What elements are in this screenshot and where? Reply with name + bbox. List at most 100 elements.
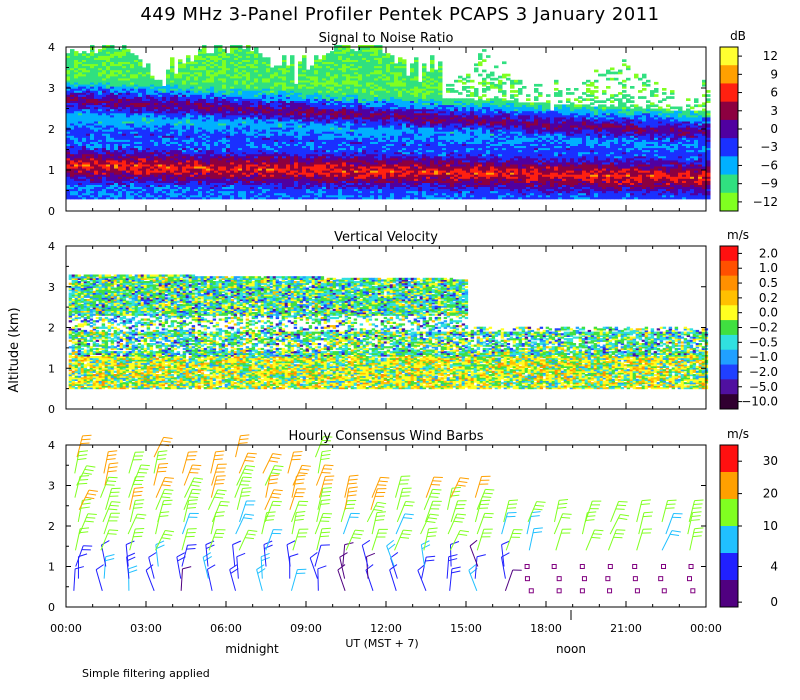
y-tick-label: 1 xyxy=(48,164,55,177)
colorbar-swatch xyxy=(720,445,738,473)
wind-barb xyxy=(291,570,297,591)
colorbar-label: −2.0 xyxy=(749,365,778,379)
wind-barb xyxy=(345,488,349,510)
calm-marker xyxy=(608,589,612,593)
calm-marker xyxy=(659,577,663,581)
wind-barb xyxy=(130,529,136,550)
y-tick-label: 2 xyxy=(48,322,55,335)
snr-plot xyxy=(66,45,711,199)
colorbar-label: −0.2 xyxy=(749,321,778,335)
wind-barb xyxy=(372,529,379,550)
wind-barb xyxy=(236,514,245,534)
calm-marker xyxy=(662,565,666,569)
colorbar-swatch xyxy=(720,120,738,139)
footnote: Simple filtering applied xyxy=(82,667,210,680)
wind-barb xyxy=(209,530,216,551)
wind-barb xyxy=(181,569,182,591)
colorbar-swatch xyxy=(720,175,738,194)
wind-barb xyxy=(318,452,322,474)
calm-marker xyxy=(633,577,637,581)
colorbar-label: −5.0 xyxy=(749,380,778,394)
colorbar-swatch xyxy=(720,156,738,175)
calm-marker xyxy=(557,577,561,581)
calm-marker xyxy=(580,589,584,593)
wind-barb xyxy=(156,478,165,498)
colorbar-swatch xyxy=(720,261,738,276)
wind-barb xyxy=(556,529,562,550)
wind-barb xyxy=(529,529,534,551)
colorbar-2: m/s2.01.00.50.20.0−0.2−0.5−1.0−2.0−5.0−1… xyxy=(720,228,778,410)
wind-barb xyxy=(477,489,485,509)
wind-barb xyxy=(184,465,192,485)
wind-barb xyxy=(637,501,642,522)
wind-barb xyxy=(450,569,452,591)
colorbar-swatch xyxy=(720,580,738,608)
wind-barb xyxy=(448,488,453,510)
colorbar-label: −1.0 xyxy=(749,350,778,364)
profiler-figure: Signal to Noise Ratio01234Vertical Veloc… xyxy=(0,0,800,700)
wind-barb xyxy=(76,546,83,567)
wind-barb xyxy=(447,557,449,579)
y-tick-label: 4 xyxy=(48,240,55,253)
x-tick-label: 00:00 xyxy=(690,622,722,635)
wind-barb xyxy=(346,530,355,550)
x-tick-label: 12:00 xyxy=(370,622,402,635)
y-tick-label: 0 xyxy=(48,205,55,218)
wind-barb xyxy=(662,501,668,522)
calm-marker xyxy=(606,577,610,581)
wind-barb xyxy=(585,501,592,522)
colorbar-swatch xyxy=(720,193,738,212)
wind-barb xyxy=(319,476,325,497)
y-tick-label: 1 xyxy=(48,561,55,574)
colorbar-swatch xyxy=(720,350,738,365)
y-tick-label: 0 xyxy=(48,601,55,614)
wind-barb xyxy=(96,570,102,591)
wind-barb xyxy=(475,501,481,522)
wind-barb xyxy=(211,452,216,473)
wind-barb xyxy=(690,529,695,550)
x-tick-label: 21:00 xyxy=(610,622,642,635)
wind-barb xyxy=(637,529,643,550)
wind-barb xyxy=(362,545,368,566)
colorbar-label: 20 xyxy=(763,487,778,501)
x-tick-label: 06:00 xyxy=(210,622,242,635)
wind-barb xyxy=(266,530,273,551)
calm-marker xyxy=(525,565,529,569)
colorbar-swatch xyxy=(720,365,738,380)
colorbar-label: −9 xyxy=(760,177,778,191)
wind-barb xyxy=(287,545,290,567)
wind-barb xyxy=(345,476,350,497)
wind-barb xyxy=(154,464,159,485)
wind-barb xyxy=(450,531,460,551)
wind-barb xyxy=(288,452,294,473)
wind-barb xyxy=(79,514,87,534)
wind-barb xyxy=(418,570,426,590)
wind-barb xyxy=(262,513,267,534)
colorbar-label: 6 xyxy=(770,86,778,100)
wind-barb xyxy=(207,569,212,590)
panel-title: Signal to Noise Ratio xyxy=(319,31,454,46)
wind-barb xyxy=(582,513,587,534)
y-tick-label: 2 xyxy=(48,123,55,136)
wind-barb xyxy=(129,452,135,473)
colorbar-swatch xyxy=(720,138,738,157)
y-tick-label: 3 xyxy=(48,480,55,493)
wind-barb xyxy=(182,452,188,473)
wind-barb xyxy=(502,513,508,534)
wind-barb xyxy=(372,513,377,534)
wind-barb xyxy=(505,570,512,591)
wind-barb xyxy=(237,488,242,509)
calm-marker xyxy=(552,565,556,569)
colorbar-swatch xyxy=(720,65,738,84)
colorbar-swatch xyxy=(720,83,738,102)
colorbar-label: 9 xyxy=(770,67,778,81)
colorbar-swatch xyxy=(720,553,738,581)
x-tick-label: 09:00 xyxy=(290,622,322,635)
wind-barb xyxy=(101,530,109,550)
calm-marker xyxy=(525,577,529,581)
wind-barb xyxy=(662,531,672,551)
colorbar-label: 1.0 xyxy=(759,261,778,275)
calm-marker xyxy=(691,589,695,593)
colorbar-label: 0.2 xyxy=(759,291,778,305)
